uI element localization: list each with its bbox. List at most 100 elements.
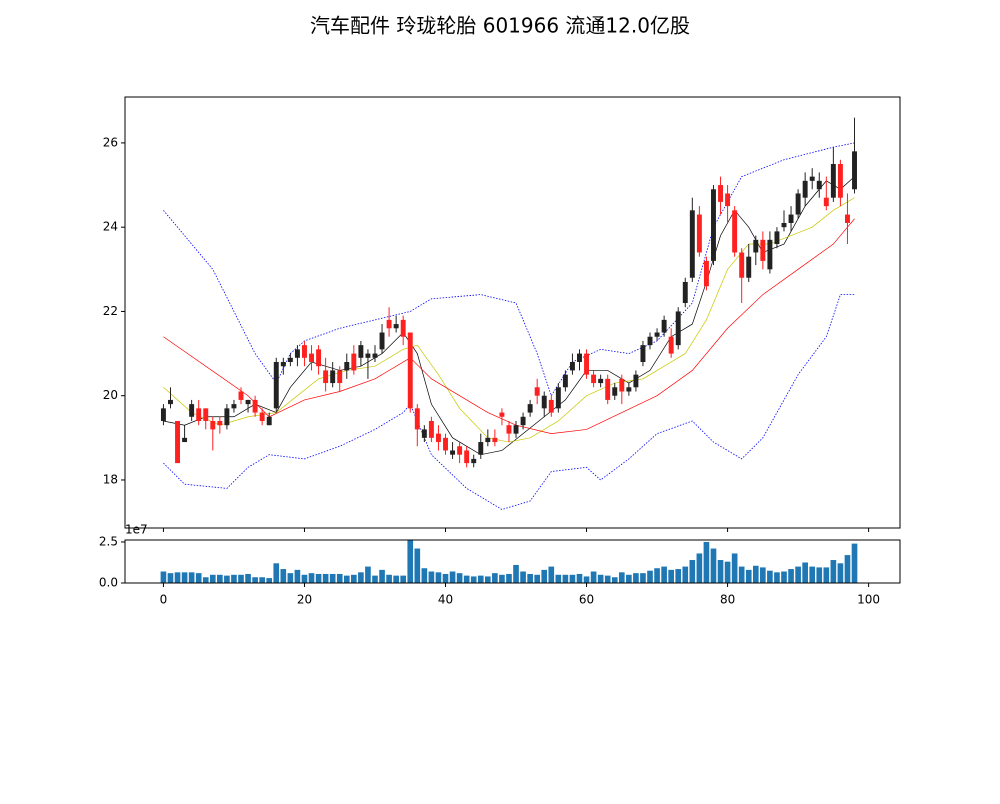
volume-bar — [329, 573, 336, 583]
candle-body — [562, 374, 568, 388]
x-tick-label: 40 — [438, 593, 453, 607]
candle-body — [612, 387, 618, 396]
candle-body — [259, 412, 265, 421]
candle-body — [231, 404, 237, 409]
axes-frame — [124, 96, 901, 529]
y-tick-label: 18 — [103, 472, 118, 486]
volume-bar — [618, 572, 625, 583]
candle-body — [287, 357, 293, 363]
volume-bar — [435, 572, 442, 583]
volume-bar — [231, 574, 237, 583]
candle-body — [428, 420, 434, 438]
candle-body — [696, 214, 702, 253]
candle-body — [421, 429, 427, 438]
volume-bar — [752, 565, 759, 583]
y-tick-label: 2.5 — [99, 534, 118, 548]
volume-bar — [703, 541, 710, 583]
volume-bar — [527, 573, 533, 583]
x-tick-label: 60 — [579, 593, 594, 607]
candle-body — [323, 370, 329, 384]
volume-bar — [569, 574, 576, 583]
volume-bar — [449, 571, 456, 583]
volume-bar — [259, 577, 265, 583]
candle-body — [619, 378, 625, 392]
volume-bar — [816, 567, 823, 583]
volume-bar — [654, 568, 660, 583]
candle-body — [718, 185, 723, 202]
volume-bar — [386, 574, 392, 583]
volume-bar — [492, 573, 498, 583]
indicator-line — [163, 218, 855, 434]
candle-body — [203, 408, 209, 421]
volume-bar — [604, 575, 611, 583]
volume-bar — [351, 574, 357, 583]
candle-body — [400, 319, 406, 337]
volume-bar — [195, 573, 202, 583]
volume-bar — [583, 576, 590, 583]
candle-body — [584, 353, 590, 375]
volume-bar — [428, 571, 435, 583]
volume-bar — [407, 540, 414, 583]
volume-bar — [788, 569, 794, 583]
y-tick-label: 0.0 — [99, 576, 118, 590]
volume-bar — [343, 575, 350, 583]
y-tick-label: 20 — [103, 388, 118, 402]
candle-body — [633, 374, 639, 388]
candle-body — [661, 319, 667, 333]
volume-bar — [640, 573, 646, 583]
volume-bar — [802, 562, 808, 583]
volume-bar — [477, 575, 484, 583]
volume-bar — [513, 564, 519, 583]
volume-bar — [245, 573, 251, 583]
candle-body — [182, 437, 188, 443]
volume-bar — [851, 543, 858, 583]
candle-body — [739, 252, 745, 278]
candle-body — [464, 450, 470, 464]
volume-bar — [209, 574, 216, 583]
candle-body — [160, 408, 166, 421]
candle-body — [245, 399, 251, 405]
volume-bar — [167, 573, 174, 583]
volume-bar — [590, 571, 597, 583]
volume-bar — [760, 567, 766, 583]
candle-body — [168, 399, 173, 405]
volume-bar — [520, 571, 526, 583]
volume-bar — [308, 573, 315, 583]
volume-bar — [273, 563, 280, 583]
volume-bar — [484, 576, 491, 583]
candle-body — [238, 391, 244, 400]
candle-body — [217, 420, 223, 426]
candle-body — [809, 176, 815, 181]
x-tick-label: 0 — [160, 593, 168, 607]
candle-body — [210, 420, 216, 430]
candle-body — [294, 349, 300, 358]
candle-body — [577, 353, 582, 363]
candle-body — [767, 239, 773, 270]
volume-bar — [160, 571, 167, 583]
volume-bar — [266, 578, 273, 583]
volume-bar — [767, 570, 773, 583]
candle-body — [457, 446, 463, 455]
volume-bar — [647, 570, 653, 583]
candle-body — [358, 345, 364, 358]
volume-bar — [745, 569, 752, 583]
candle-body — [703, 260, 709, 287]
candle-body — [344, 362, 350, 371]
volume-bar — [661, 566, 667, 583]
indicator-line — [163, 142, 855, 397]
volume-bar — [611, 577, 618, 583]
candle-body — [485, 437, 491, 443]
candle-body — [280, 362, 286, 367]
candle-body — [541, 395, 547, 409]
volume-bar — [499, 574, 505, 583]
volume-bar — [844, 555, 851, 583]
volume-bar — [280, 569, 287, 583]
volume-bar — [675, 569, 682, 583]
volume-bar — [823, 567, 830, 583]
volume-bar — [541, 569, 548, 583]
candle-body — [654, 332, 660, 337]
y-tick-label: 24 — [103, 220, 118, 234]
candle-body — [591, 374, 597, 384]
volume-bar — [421, 568, 428, 583]
candle-body — [569, 362, 575, 371]
